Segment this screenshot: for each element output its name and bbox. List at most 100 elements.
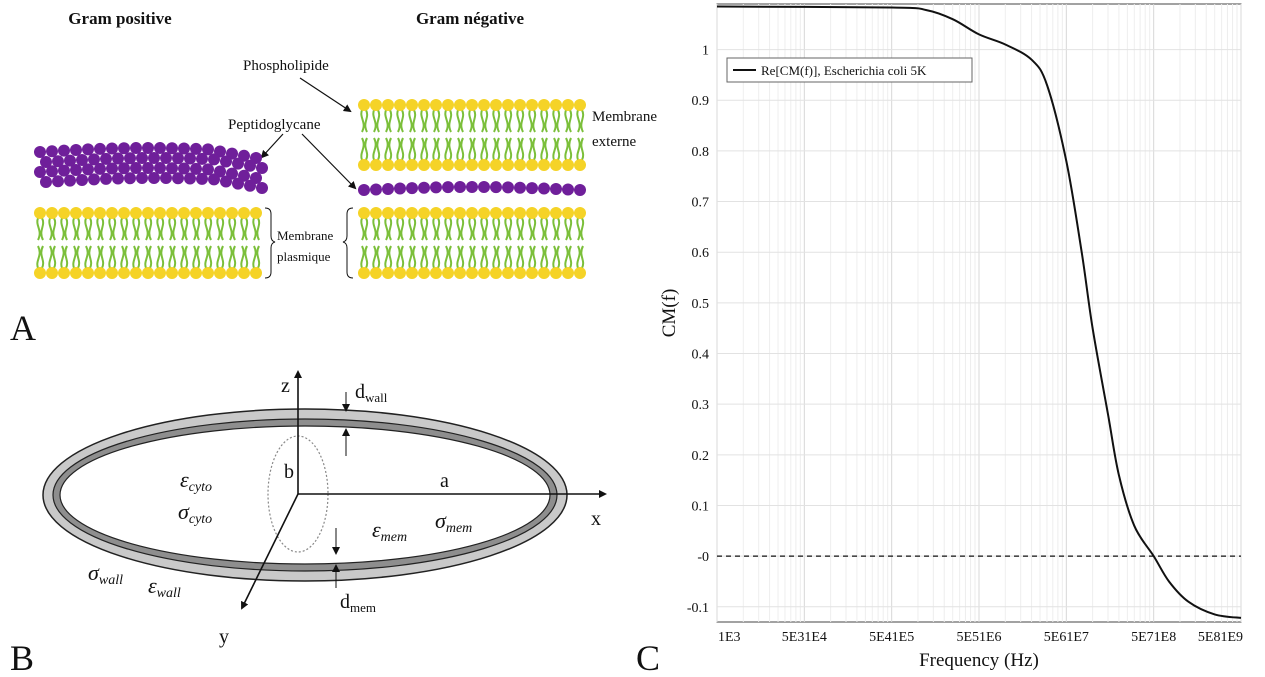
lipid-head: [550, 99, 562, 111]
lipid-tail: [420, 245, 425, 269]
lipid-head: [574, 159, 586, 171]
lipid-tail: [136, 245, 141, 269]
lipid-tail: [544, 109, 549, 133]
lipid-tail: [552, 245, 557, 269]
lipid-tail: [496, 109, 501, 133]
panel-letter-c: C: [636, 638, 660, 677]
x-tick-labels: 1E3 5E31E4 5E41E5 5E51E6 5E61E7 5E71E8 5E81E9: [718, 630, 1243, 645]
lipid-tail: [508, 109, 513, 133]
lipid-head: [94, 207, 106, 219]
lipid-head: [466, 99, 478, 111]
lipid-tail: [88, 245, 93, 269]
lipid-tail: [516, 109, 521, 133]
lipid-head: [442, 207, 454, 219]
lipid-tail: [132, 245, 137, 269]
y-tick-label: 0.3: [692, 398, 710, 413]
lipid-tail: [400, 217, 405, 241]
lipid-tail: [220, 245, 225, 269]
lipid-tail: [48, 217, 53, 241]
lipid-tail: [204, 245, 209, 269]
lipid-tail: [144, 245, 149, 269]
lipid-tail: [520, 137, 525, 161]
lipid-tail: [396, 109, 401, 133]
lipid-head: [130, 267, 142, 279]
lipid-tail: [556, 109, 561, 133]
lipid-tail: [564, 217, 569, 241]
peptidoglycan-unit: [82, 143, 94, 156]
lipid-tail: [376, 137, 381, 161]
lipid-tail: [60, 245, 65, 269]
peptidoglycan-unit: [202, 163, 214, 176]
lipid-head: [34, 267, 46, 279]
lipid-head: [454, 207, 466, 219]
lipid-head: [82, 267, 94, 279]
y-tick-label: 0.6: [692, 246, 710, 261]
lipid-tail: [460, 217, 465, 241]
lipid-tail: [480, 137, 485, 161]
lipid-head: [154, 207, 166, 219]
lipid-tail: [532, 245, 537, 269]
lipid-tail: [444, 245, 449, 269]
lipid-tail: [372, 109, 377, 133]
lipid-tail: [528, 137, 533, 161]
lipid-tail: [244, 217, 249, 241]
peptidoglycan-unit: [406, 182, 418, 195]
peptidoglycan-unit: [100, 152, 112, 165]
lipid-tail: [108, 217, 113, 241]
lipid-head: [478, 207, 490, 219]
lipid-tail: [484, 109, 489, 133]
lipid-tail: [508, 137, 513, 161]
lipid-tail: [460, 245, 465, 269]
peptidoglycan-unit: [70, 144, 82, 156]
lipid-tail: [180, 217, 185, 241]
lipid-tail: [228, 245, 233, 269]
lipid-tail: [580, 245, 585, 269]
peptidoglycan-unit: [58, 164, 70, 177]
x-tick-label: 5E81E9: [1198, 630, 1243, 645]
lipid-tail: [456, 137, 461, 161]
lipid-tail: [448, 217, 453, 241]
lipid-tail: [400, 109, 405, 133]
peptidoglycan-unit: [58, 144, 70, 157]
lipid-tail: [528, 217, 533, 241]
sigma-cyto-label: σcyto: [178, 499, 212, 527]
lipid-tail: [444, 217, 449, 241]
lipid-tail: [196, 245, 201, 269]
lipid-tail: [468, 217, 473, 241]
lipid-tail: [396, 137, 401, 161]
lipid-head: [514, 99, 526, 111]
b-label: b: [284, 461, 294, 483]
peptidoglycan-unit: [142, 142, 154, 154]
lipid-tail: [552, 217, 557, 241]
epsilon-mem-label: εmem: [372, 517, 407, 545]
lipid-tail: [228, 217, 233, 241]
lipid-tail: [564, 245, 569, 269]
x-tick-label: 1E3: [718, 630, 741, 645]
peptidoglycan-unit: [502, 181, 514, 194]
peptidoglycan-unit: [526, 182, 538, 195]
x-tick-label: 5E71E8: [1131, 630, 1176, 645]
panel-letter-a: A: [10, 308, 36, 348]
lipid-tail: [168, 245, 173, 269]
lipid-tail: [384, 245, 389, 269]
d-wall-label: dwall: [355, 381, 388, 405]
lipid-head: [550, 207, 562, 219]
lipid-head: [454, 159, 466, 171]
lipid-tail: [504, 109, 509, 133]
lipid-tail: [552, 137, 557, 161]
peptidoglycan-unit: [112, 172, 124, 185]
lipid-tail: [456, 109, 461, 133]
lipid-tail: [468, 137, 473, 161]
lipid-tail: [172, 245, 177, 269]
x-axis-label: Frequency (Hz): [919, 650, 1039, 671]
membrane-plasmique-label-2: plasmique: [277, 249, 331, 264]
lipid-tail: [156, 217, 161, 241]
peptidoglycan-unit: [190, 162, 202, 175]
lipid-tail: [384, 217, 389, 241]
peptidoglycan-unit: [130, 142, 142, 155]
panel-a: Gram positive Gram négative Phospholipid…: [10, 9, 657, 348]
lipid-tail: [396, 217, 401, 241]
membrane-plasmique-label-1: Membrane: [277, 228, 334, 243]
peptidoglycan-unit: [82, 163, 94, 176]
